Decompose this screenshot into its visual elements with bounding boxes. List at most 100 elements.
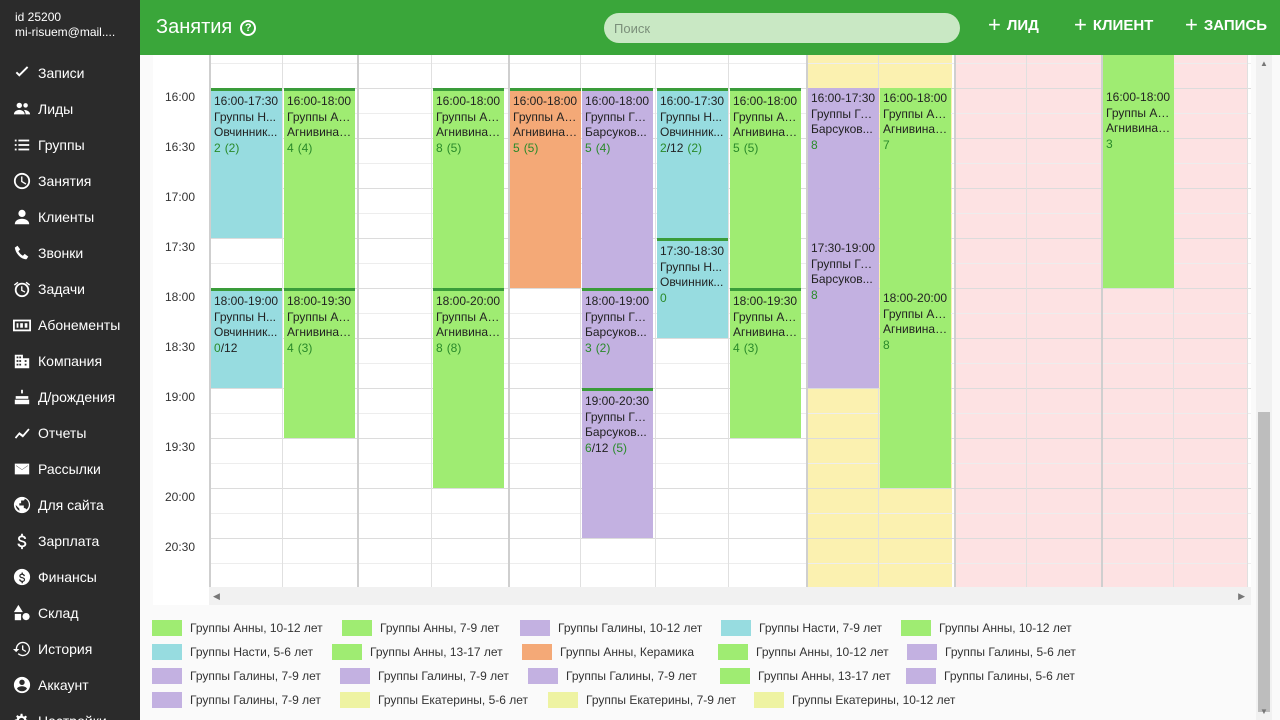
account-id: id 25200 [15,10,62,24]
grid-column-divider [954,55,956,587]
scroll-down-icon[interactable]: ▼ [1260,707,1268,716]
event-group: Группы Н... [214,309,276,324]
legend-swatch [548,692,578,708]
sidebar-item-9[interactable]: Д/рождения [0,379,140,415]
sidebar-item-17[interactable]: Аккаунт [0,667,140,703]
sidebar-item-label: Зарплата [38,533,100,549]
sidebar-item-2[interactable]: Группы [0,127,140,163]
lesson-event[interactable]: 16:00-18:00 Группы Ан... Агнивина ... 5 (5) [510,88,581,288]
grid-column-divider [508,55,510,587]
lesson-event[interactable]: 16:00-18:00 Группы Ан... Агнивина ... 4 (4) [284,88,355,288]
sidebar-item-16[interactable]: История [0,631,140,667]
lesson-event[interactable]: 17:30-18:30 Группы Н... Овчинник... 0 [657,238,728,338]
lesson-event[interactable]: 16:00-18:00 Группы Га... Барсуков... 5 (4) [582,88,653,288]
sidebar-item-0[interactable]: Записи [0,55,140,91]
event-count-main: 4 [287,140,294,155]
event-count: 2 (2) [214,141,279,157]
sidebar-item-13[interactable]: Зарплата [0,523,140,559]
lesson-event[interactable]: 16:00-18:00 Группы Ан... Агнивина ... 5 (5) [730,88,801,288]
sidebar-item-7[interactable]: Абонементы [0,307,140,343]
person-icon [12,207,32,227]
add-lead-button[interactable]: + ЛИД [988,12,1039,37]
horizontal-scrollbar[interactable]: ◀ ▶ [209,587,1251,605]
event-teacher: Агнивина ... [883,322,948,336]
legend-label: Группы Галины, 7-9 лет [566,669,697,683]
sidebar-item-5[interactable]: Звонки [0,235,140,271]
sidebar-item-6[interactable]: Задачи [0,271,140,307]
add-record-button[interactable]: + ЗАПИСЬ [1185,12,1268,37]
time-label: 16:30 [165,140,196,154]
lesson-event[interactable]: 18:00-19:30 Группы Ан... Агнивина ... 4 (3) [730,288,801,438]
event-count-main: 2 [214,140,221,155]
sidebar-nav: Записи Лиды Группы Занятия Клиенты Звонки Зада… [0,55,140,720]
lesson-event[interactable]: 16:00-17:30 Группы Га... Барсуков... 8 [808,88,879,238]
sidebar-item-11[interactable]: Рассылки [0,451,140,487]
event-count-extra: (3) [297,340,313,355]
legend-swatch [332,644,362,660]
sidebar-item-15[interactable]: Склад [0,595,140,631]
sidebar-item-8[interactable]: Компания [0,343,140,379]
sidebar-item-label: Аккаунт [38,677,89,693]
help-icon[interactable]: ? [240,19,257,36]
legend-item: Группы Анны, Керамика [522,644,694,660]
lesson-event[interactable]: 19:00-20:30 Группы Га... Барсуков... 6/12 (5… [582,388,653,538]
event-count-extra: (5) [612,440,628,455]
time-label: 17:30 [165,240,196,254]
grid-column-divider [1173,55,1174,587]
legend-item: Группы Галины, 10-12 лет [520,620,702,636]
event-count: 5 (4) [585,141,650,157]
event-group: Группы Га... [811,106,876,121]
lesson-event[interactable]: 18:00-19:30 Группы Ан... Агнивина ... 4 (3) [284,288,355,438]
legend-swatch [528,668,558,684]
scroll-left-icon[interactable]: ◀ [213,591,220,601]
event-count-main: 4 [733,340,740,355]
sidebar-item-18[interactable]: Настройки [0,703,140,720]
sidebar-item-12[interactable]: Для сайта [0,487,140,523]
event-count: 8 (8) [436,341,501,357]
lesson-event[interactable]: 18:00-19:00 Группы Га... Барсуков... 3 (2) [582,288,653,388]
sidebar-item-label: Звонки [38,245,84,261]
account-info[interactable]: id 25200 mi-risuem@mail.... [0,0,140,55]
event-group: Группы Ан... [733,309,798,324]
lesson-event[interactable]: 17:30-19:00 Группы Га... Барсуков... 8 [808,238,879,388]
time-label: 19:00 [165,390,196,404]
event-count-extra: (4) [595,140,611,155]
add-client-button[interactable]: + КЛИЕНТ [1074,12,1154,37]
sidebar-item-3[interactable]: Занятия [0,163,140,199]
sidebar-item-4[interactable]: Клиенты [0,199,140,235]
lesson-event[interactable]: 16:00-17:30 Группы Н... Овчинник... 2/12 (2) [657,88,728,238]
search-input[interactable] [604,13,960,43]
lesson-event[interactable]: 18:00-20:00 Группы Ан... Агнивина ... 8 [880,288,951,488]
scrollbar-thumb[interactable] [1258,412,1270,712]
event-count-extra: (5) [743,140,759,155]
sidebar-item-10[interactable]: Отчеты [0,415,140,451]
lesson-event[interactable]: 16:00-18:00 Группы Ан... Агнивина ... 7 [880,88,951,288]
event-teacher: Овчинник... [214,325,278,339]
legend-swatch [907,644,937,660]
lesson-event[interactable]: 18:00-19:00 Группы Н... Овчинник... 0/12 [211,288,282,388]
top-header: Занятия ? +ЛИД +КЛИЕНТ +ЗАПИСЬ [140,0,1280,55]
lesson-event[interactable]: 18:00-20:00 Группы Ан... Агнивина ... 8 (8) [433,288,504,488]
scroll-right-icon[interactable]: ▶ [1238,591,1245,601]
event-group: Группы Н... [660,259,722,274]
event-count: 8 [883,338,948,354]
clock-icon [12,171,32,191]
lesson-event[interactable]: 16:00-17:30 Группы Н... Овчинник... 2 (2) [211,88,282,238]
sidebar-item-14[interactable]: Финансы [0,559,140,595]
sidebar-item-label: Финансы [38,569,97,585]
legend-label: Группы Галины, 7-9 лет [378,669,509,683]
legend-item: Группы Екатерины, 10-12 лет [754,692,955,708]
event-count-extra: (8) [446,340,462,355]
event-count-extra: (4) [297,140,313,155]
sidebar-item-label: Группы [38,137,85,153]
legend-label: Группы Галины, 5-6 лет [945,645,1076,659]
sidebar-item-1[interactable]: Лиды [0,91,140,127]
scroll-up-icon[interactable]: ▲ [1260,59,1268,68]
lesson-event[interactable]: 16:00-18:00 Группы Ан... Агнивина ... 8 (5) [433,88,504,288]
vertical-scrollbar[interactable]: ▲ ▼ [1256,55,1272,720]
legend-swatch [152,692,182,708]
plus-icon: + [1074,12,1087,37]
event-teacher: Агнивина ... [287,325,352,339]
legend-label: Группы Галины, 10-12 лет [558,621,703,635]
lesson-event[interactable]: 16:00-18:00 Группы Ан... Агнивина ... 3 [1103,55,1174,288]
